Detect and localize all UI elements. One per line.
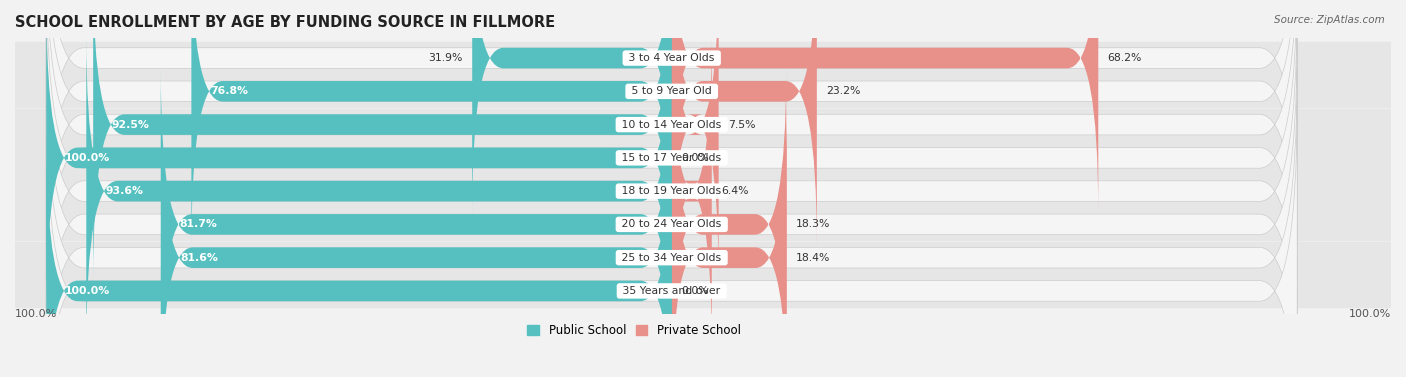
FancyBboxPatch shape	[46, 0, 1298, 247]
Bar	[15, 208, 1391, 241]
Text: 100.0%: 100.0%	[1348, 308, 1391, 319]
Text: 81.7%: 81.7%	[180, 219, 218, 229]
FancyBboxPatch shape	[672, 102, 787, 377]
Text: 93.6%: 93.6%	[105, 186, 143, 196]
Text: 100.0%: 100.0%	[15, 308, 58, 319]
Text: 23.2%: 23.2%	[827, 86, 860, 97]
Bar	[15, 142, 1391, 174]
Text: 18.3%: 18.3%	[796, 219, 830, 229]
Bar	[15, 42, 1391, 74]
FancyBboxPatch shape	[46, 0, 1298, 314]
FancyBboxPatch shape	[672, 0, 817, 247]
FancyBboxPatch shape	[46, 2, 672, 314]
Text: 20 to 24 Year Olds: 20 to 24 Year Olds	[619, 219, 725, 229]
Text: 92.5%: 92.5%	[112, 120, 150, 130]
Text: 7.5%: 7.5%	[728, 120, 755, 130]
FancyBboxPatch shape	[672, 0, 1098, 214]
Text: 31.9%: 31.9%	[429, 53, 463, 63]
Bar	[15, 109, 1391, 141]
Bar	[15, 275, 1391, 307]
Text: Source: ZipAtlas.com: Source: ZipAtlas.com	[1274, 15, 1385, 25]
FancyBboxPatch shape	[672, 35, 711, 347]
FancyBboxPatch shape	[46, 135, 672, 377]
Bar	[15, 175, 1391, 207]
FancyBboxPatch shape	[46, 102, 1298, 377]
Bar	[15, 75, 1391, 107]
FancyBboxPatch shape	[191, 0, 672, 247]
Text: 6.4%: 6.4%	[721, 186, 748, 196]
FancyBboxPatch shape	[46, 0, 1298, 347]
Text: 68.2%: 68.2%	[1108, 53, 1142, 63]
Text: 18.4%: 18.4%	[796, 253, 831, 263]
Text: 100.0%: 100.0%	[65, 286, 110, 296]
FancyBboxPatch shape	[93, 0, 672, 280]
FancyBboxPatch shape	[46, 35, 1298, 377]
Text: 10 to 14 Year Olds: 10 to 14 Year Olds	[619, 120, 725, 130]
Text: 76.8%: 76.8%	[209, 86, 247, 97]
Text: 100.0%: 100.0%	[65, 153, 110, 163]
Text: 35 Years and over: 35 Years and over	[620, 286, 724, 296]
Text: SCHOOL ENROLLMENT BY AGE BY FUNDING SOURCE IN FILLMORE: SCHOOL ENROLLMENT BY AGE BY FUNDING SOUR…	[15, 15, 555, 30]
FancyBboxPatch shape	[160, 68, 672, 377]
FancyBboxPatch shape	[46, 68, 1298, 377]
Text: 5 to 9 Year Old: 5 to 9 Year Old	[628, 86, 716, 97]
Text: 15 to 17 Year Olds: 15 to 17 Year Olds	[619, 153, 725, 163]
Text: 25 to 34 Year Olds: 25 to 34 Year Olds	[619, 253, 725, 263]
FancyBboxPatch shape	[46, 0, 1298, 280]
FancyBboxPatch shape	[672, 0, 718, 280]
Text: 18 to 19 Year Olds: 18 to 19 Year Olds	[619, 186, 725, 196]
Legend: Public School, Private School: Public School, Private School	[523, 319, 745, 342]
FancyBboxPatch shape	[86, 35, 672, 347]
Text: 81.6%: 81.6%	[180, 253, 218, 263]
FancyBboxPatch shape	[672, 68, 786, 377]
Bar	[15, 242, 1391, 274]
FancyBboxPatch shape	[46, 2, 1298, 377]
Text: 3 to 4 Year Olds: 3 to 4 Year Olds	[626, 53, 718, 63]
FancyBboxPatch shape	[472, 0, 672, 214]
Text: 0.0%: 0.0%	[681, 286, 709, 296]
FancyBboxPatch shape	[162, 102, 672, 377]
Text: 0.0%: 0.0%	[681, 153, 709, 163]
